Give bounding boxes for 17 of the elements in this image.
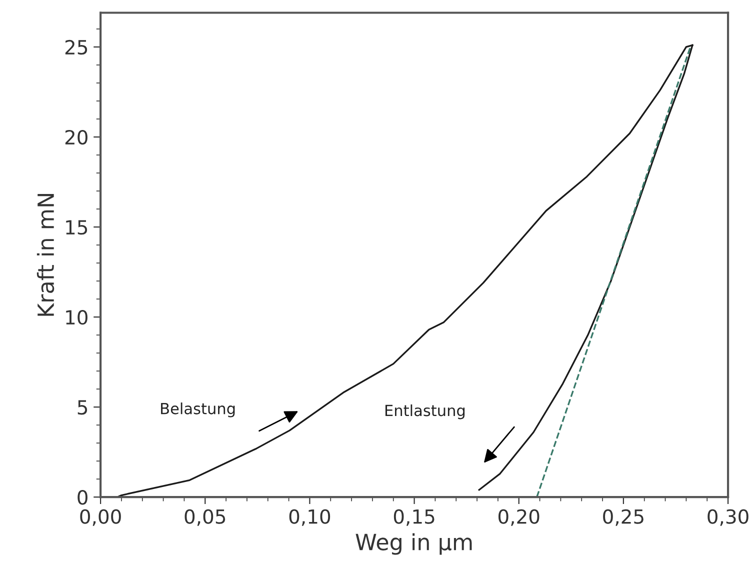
annotation: Belastung [161,402,235,418]
x-tick-label: 0,30 [708,509,748,526]
x-tick-label: 0,10 [289,509,330,526]
y-tick-label: 5 [78,400,88,415]
y-tick-label: 10 [66,310,88,325]
x-tick-label: 0,25 [603,509,644,526]
y-tick-label: 0 [78,490,88,505]
y-tick-label: 25 [65,40,88,55]
x-tick-label: 0,00 [80,509,121,526]
y-tick-label: 15 [66,220,88,235]
y-tick-label: 20 [65,130,88,145]
x-tick-label: 0,15 [394,509,434,526]
x-axis-title: Weg in µm [356,533,472,555]
y-axis-title: Kraft in mN [36,194,54,316]
x-tick-label: 0,05 [184,509,226,526]
x-tick-label: 0,20 [498,509,540,526]
annotation: Entlastung [385,404,465,420]
